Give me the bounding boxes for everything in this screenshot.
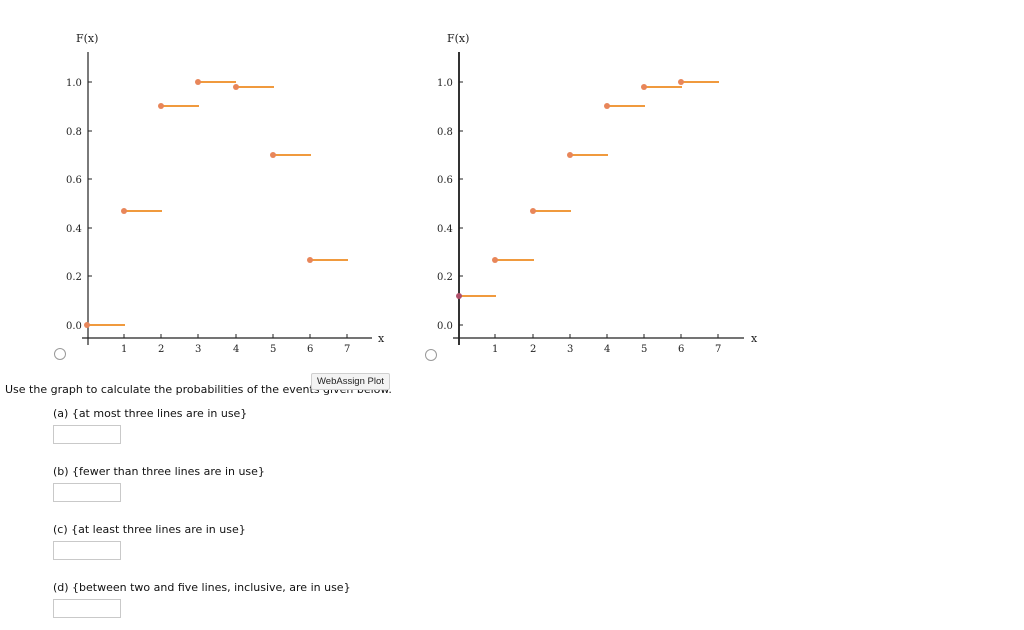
left-step-points [84, 79, 313, 328]
right-step-points [456, 79, 684, 299]
x-tick-label: 5 [641, 344, 647, 355]
question-a-answer-input[interactable] [53, 425, 121, 444]
y-tick-label: 0.0 [66, 321, 82, 332]
x-tick-label: 5 [270, 344, 276, 355]
right-x-ticks: 1 2 3 4 5 6 7 [492, 334, 721, 355]
webassign-plot-tooltip: WebAssign Plot [311, 373, 390, 390]
y-tick-label: 0.0 [437, 321, 453, 332]
question-b-label: (b) {fewer than three lines are in use} [53, 465, 265, 478]
cdf-charts: F(x) x 1.0 0.8 0.6 0.4 0.2 0.0 [66, 32, 758, 355]
x-tick-label: 7 [344, 344, 350, 355]
right-graph-radio[interactable] [425, 349, 437, 361]
y-tick-label: 0.6 [437, 175, 453, 186]
x-tick-label: 2 [158, 344, 164, 355]
right-step-segments [458, 81, 719, 297]
question-d-answer-input[interactable] [53, 599, 121, 618]
left-graph-radio[interactable] [54, 348, 66, 360]
instruction-text: Use the graph to calculate the probabili… [5, 383, 392, 396]
y-tick-label: 0.6 [66, 175, 82, 186]
y-tick-label: 0.8 [66, 127, 82, 138]
right-cdf-chart: F(x) x 1.0 0.8 0.6 0.4 0.2 0.0 1 [437, 32, 758, 355]
right-x-axis-label: x [751, 332, 758, 345]
y-tick-label: 0.4 [66, 224, 82, 235]
x-tick-label: 7 [715, 344, 721, 355]
left-cdf-chart: F(x) x 1.0 0.8 0.6 0.4 0.2 0.0 [66, 32, 385, 355]
x-tick-label: 1 [492, 344, 498, 355]
x-tick-label: 3 [567, 344, 573, 355]
left-y-axis-label: F(x) [76, 32, 98, 45]
y-tick-label: 0.2 [66, 272, 82, 283]
question-b-answer-input[interactable] [53, 483, 121, 502]
x-tick-label: 4 [233, 344, 239, 355]
left-y-ticks: 1.0 0.8 0.6 0.4 0.2 0.0 [66, 78, 92, 332]
y-tick-label: 0.8 [437, 127, 453, 138]
x-tick-label: 2 [530, 344, 536, 355]
left-step-segments [87, 81, 348, 326]
question-c-answer-input[interactable] [53, 541, 121, 560]
y-tick-label: 0.4 [437, 224, 453, 235]
left-x-ticks: 1 2 3 4 5 6 7 [87, 334, 350, 355]
right-y-ticks: 1.0 0.8 0.6 0.4 0.2 0.0 [437, 78, 463, 332]
question-d-label: (d) {between two and five lines, inclusi… [53, 581, 351, 594]
x-tick-label: 6 [307, 344, 313, 355]
x-tick-label: 6 [678, 344, 684, 355]
y-tick-label: 1.0 [66, 78, 82, 89]
y-tick-label: 1.0 [437, 78, 453, 89]
x-tick-label: 1 [121, 344, 127, 355]
x-tick-label: 3 [195, 344, 201, 355]
right-y-axis-label: F(x) [447, 32, 469, 45]
y-tick-label: 0.2 [437, 272, 453, 283]
question-a-label: (a) {at most three lines are in use} [53, 407, 248, 420]
question-c-label: (c) {at least three lines are in use} [53, 523, 246, 536]
x-tick-label: 4 [604, 344, 610, 355]
left-x-axis-label: x [378, 332, 385, 345]
